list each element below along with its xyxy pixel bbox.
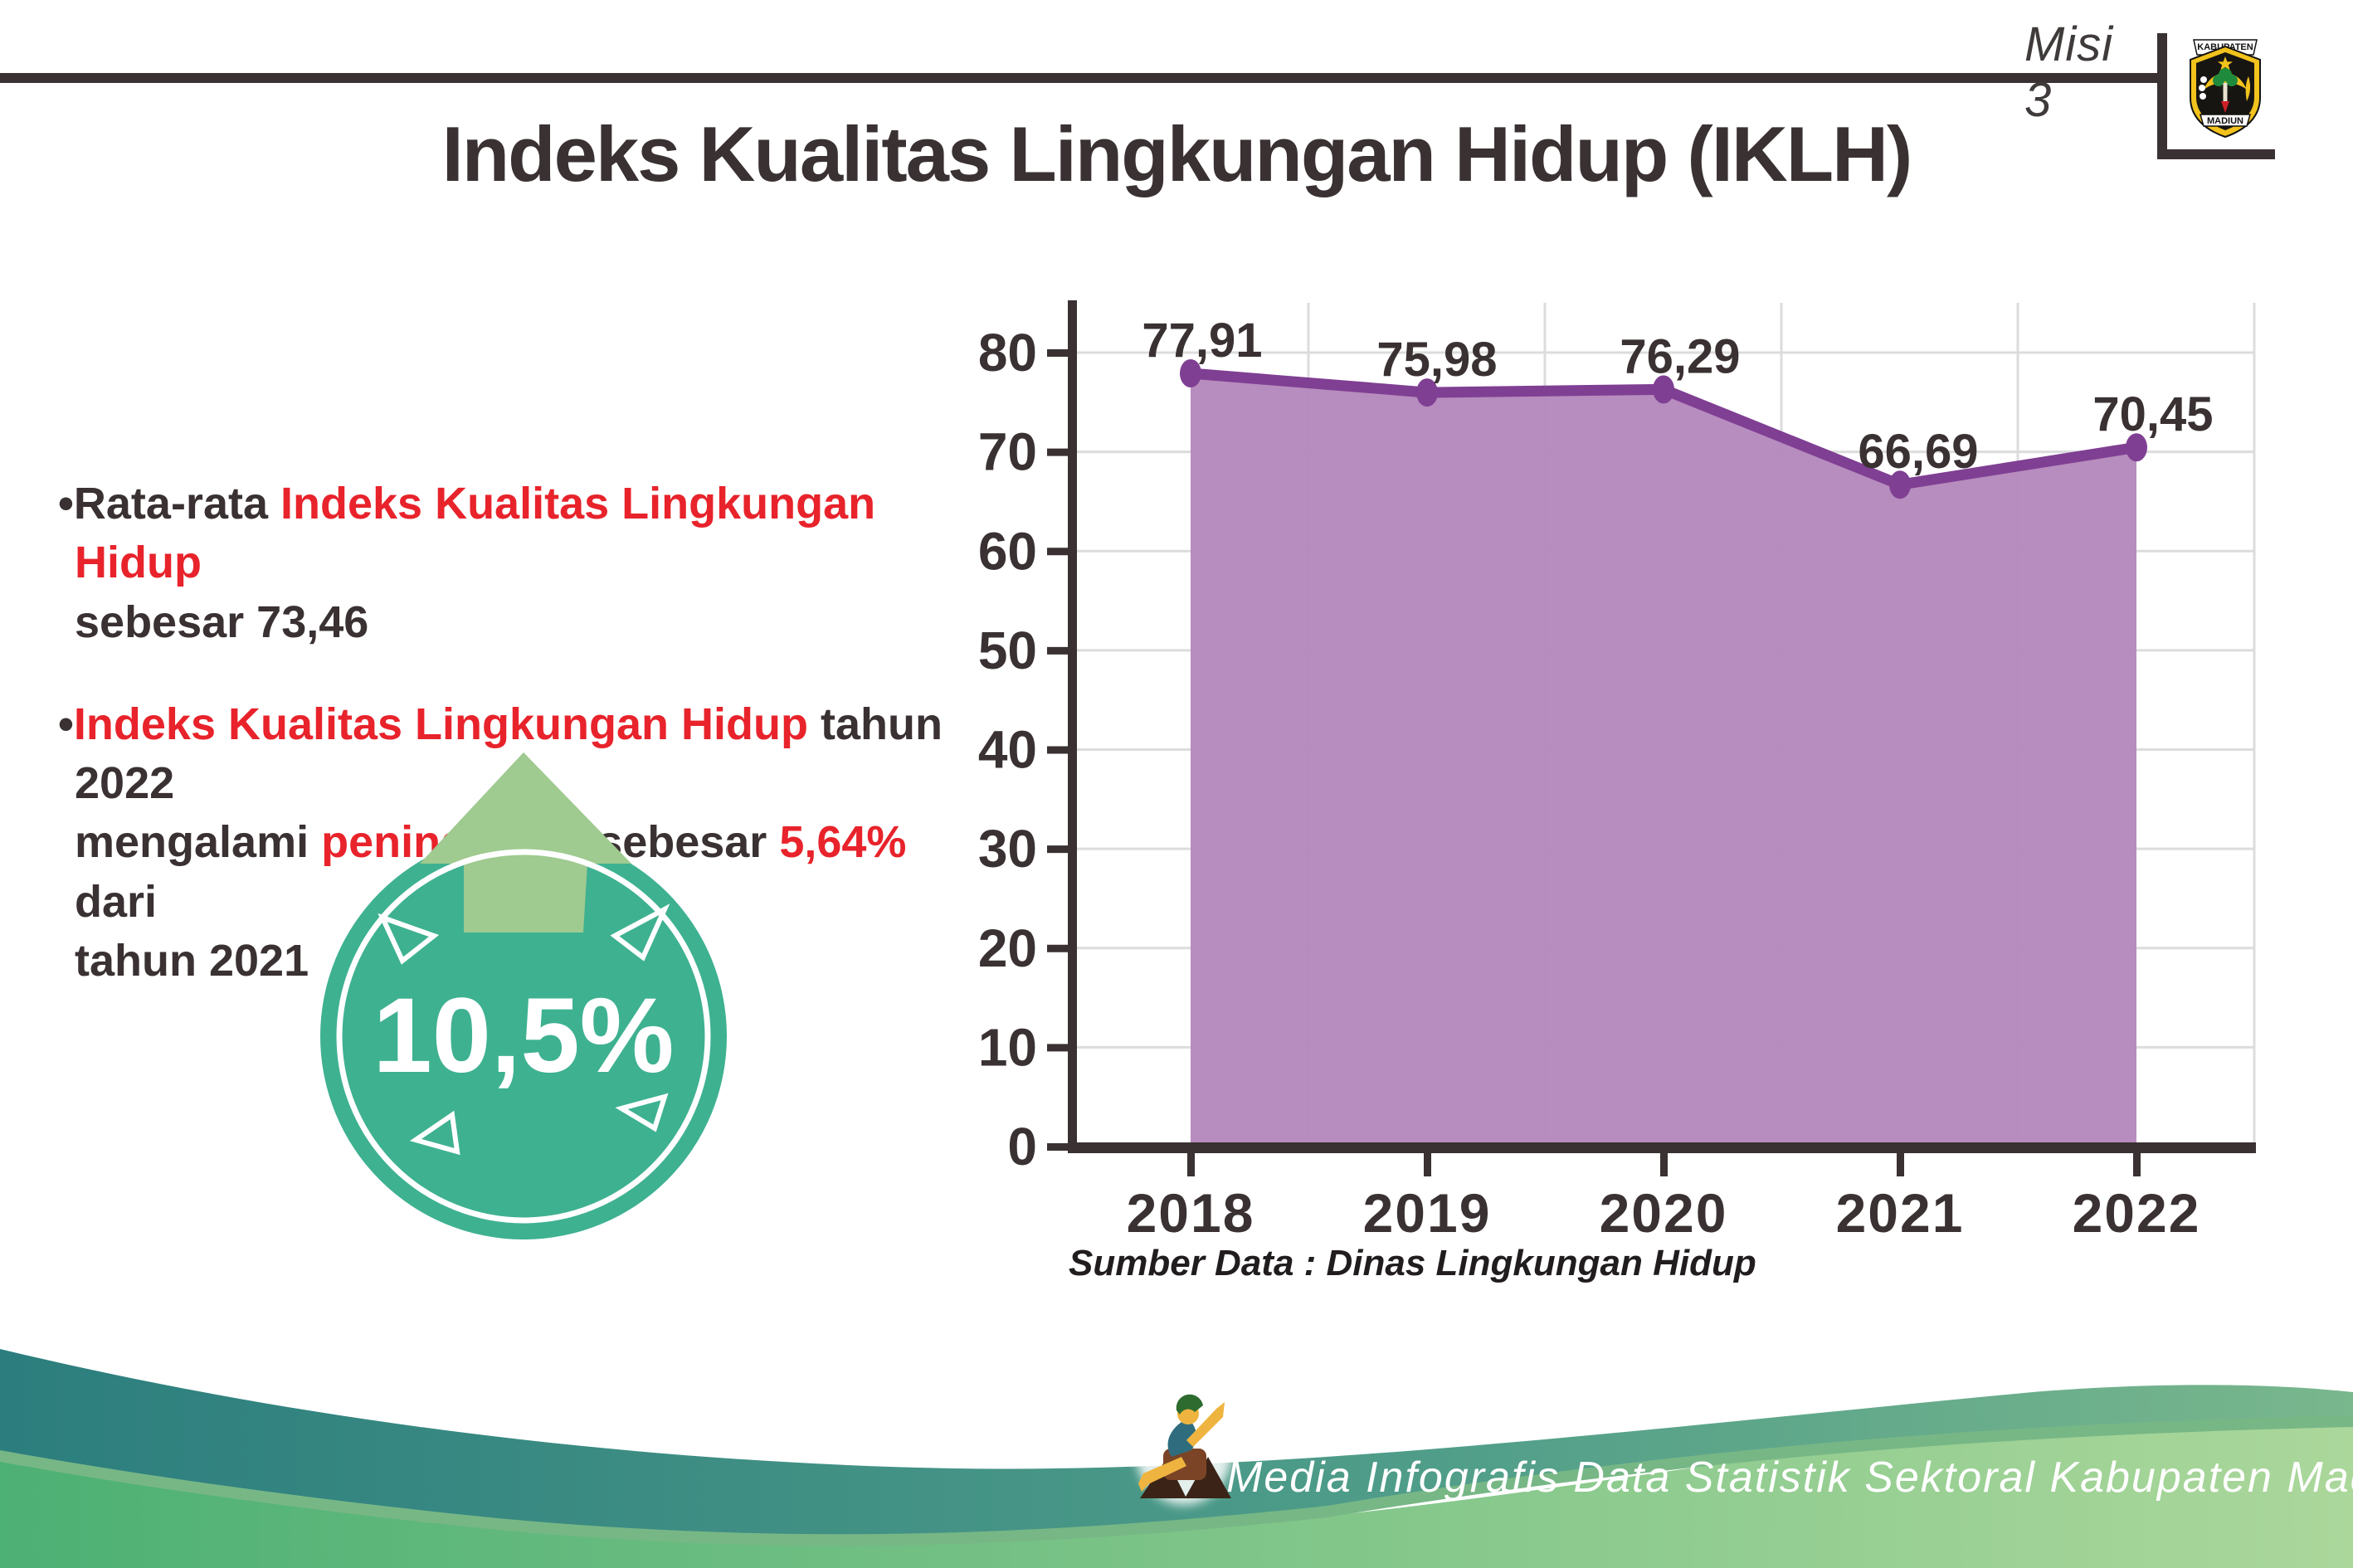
text-segment: sebesar 73,46 (75, 597, 369, 647)
text-segment: •Rata-rata (58, 479, 280, 528)
logo-star (2218, 56, 2233, 71)
x-tick (1187, 1153, 1195, 1176)
data-label: 70,45 (2092, 387, 2213, 441)
logo-flame (2221, 101, 2229, 113)
increase-badge: 10,5% (320, 752, 727, 1239)
mascot-sash (1167, 1420, 1196, 1457)
y-tick-label: 0 (1007, 1117, 1037, 1176)
badge-accent-triangle-4 (615, 1093, 669, 1132)
data-label: 77,91 (1142, 314, 1262, 368)
y-tick (1047, 448, 1072, 456)
x-tick-label: 2019 (1363, 1182, 1492, 1244)
logo-cotton-2 (2199, 85, 2205, 91)
logo-tree-right (2226, 75, 2238, 86)
x-tick-label: 2022 (2073, 1182, 2201, 1244)
data-label: 66,69 (1858, 425, 1978, 479)
data-label: 75,98 (1376, 333, 1497, 387)
y-tick (1047, 845, 1072, 854)
badge-ring (336, 849, 711, 1224)
data-point (1653, 375, 1674, 404)
data-point (2126, 433, 2147, 462)
text-segment: Indeks Kualitas Lingkungan Hidup (73, 699, 808, 749)
logo-bracket-horizontal (2157, 149, 2275, 159)
y-axis-line (1068, 300, 1077, 1152)
mascot-left-arm (1138, 1457, 1186, 1492)
mascot-right-arm (1186, 1402, 1225, 1447)
misi-label: Misi 3 (2024, 17, 2114, 127)
mascot-right-leg (1185, 1457, 1231, 1498)
mascot-hat (1176, 1394, 1203, 1415)
text-segment: 5,64% (779, 817, 907, 868)
y-tick (1047, 548, 1072, 556)
footer-caption: Media Infografis Data Statistik Sektoral… (1226, 1454, 2353, 1502)
iklh-area-chart: 77,91 75,98 76,29 66,69 70,45 0 10 20 30 40 50 60 70… (978, 300, 2256, 1244)
data-point (1416, 378, 1438, 407)
x-tick (1424, 1153, 1431, 1176)
logo-bracket-vertical (2157, 33, 2167, 159)
y-tick (1047, 646, 1072, 655)
logo-bottom-text: MADIUN (2207, 116, 2243, 126)
y-tick-label: 70 (978, 422, 1037, 482)
logo-cotton-3 (2200, 93, 2206, 100)
y-tick-label: 30 (978, 819, 1037, 879)
x-tick-label: 2021 (1836, 1182, 1965, 1244)
text-segment: Indeks Kualitas Lingkungan Hidup (75, 479, 876, 588)
data-point (1889, 470, 1911, 499)
y-tick-label: 80 (978, 323, 1037, 382)
y-tick (1047, 349, 1072, 357)
data-label: 76,29 (1620, 329, 1740, 383)
x-axis-line (1068, 1142, 2256, 1153)
bullet-item: •Rata-rata Indeks Kualitas Lingkungan Hi… (58, 475, 979, 652)
kabupaten-madiun-logo: KABUPATEN MADIUN (2190, 39, 2261, 139)
x-tick (1660, 1153, 1668, 1176)
y-tick-label: 20 (978, 918, 1037, 978)
text-segment: tahun 2022 mengalami (75, 699, 943, 868)
up-arrow-overlay (420, 752, 631, 933)
footer-teal-wave (0, 1349, 2353, 1535)
x-tick-label: 2018 (1127, 1182, 1255, 1244)
y-tick-label: 40 (978, 720, 1037, 780)
x-tick (1897, 1153, 1904, 1176)
mascot-left-leg (1140, 1458, 1186, 1498)
y-tick-label: 50 (978, 621, 1037, 680)
y-tick-label: 10 (978, 1017, 1037, 1077)
logo-kris (2223, 83, 2228, 101)
logo-tree-left (2213, 75, 2224, 86)
text-segment: dari tahun 2021 (75, 876, 309, 986)
x-tick (2133, 1153, 2141, 1176)
y-tick-label: 60 (978, 521, 1037, 581)
badge-value: 10,5% (373, 976, 675, 1095)
badge-accent-triangle-1 (378, 913, 440, 965)
y-tick (1047, 1044, 1072, 1052)
mascot-icon (1136, 1394, 1232, 1505)
logo-bottom-ribbon (2200, 114, 2251, 127)
logo-rice (2245, 76, 2251, 101)
badge-accent-triangle-3 (409, 1110, 460, 1156)
y-tick (1047, 746, 1072, 754)
text-segment: • (58, 699, 74, 749)
x-tick-label: 2020 (1600, 1182, 1728, 1244)
badge-accent-triangle-2 (610, 903, 670, 962)
data-source-caption: Sumber Data : Dinas Lingkungan Hidup (1069, 1243, 1756, 1283)
footer-banner: Media Infografis Data Statistik Sektoral… (0, 1349, 2353, 1568)
data-point (1180, 359, 1201, 388)
header-rule (0, 73, 2164, 83)
y-tick (1047, 944, 1072, 952)
page-title: Indeks Kualitas Lingkungan Hidup (IKLH) (441, 110, 1913, 197)
logo-cotton-1 (2200, 76, 2207, 83)
y-tick (1047, 1143, 1072, 1151)
area-fill (1191, 373, 2136, 1147)
